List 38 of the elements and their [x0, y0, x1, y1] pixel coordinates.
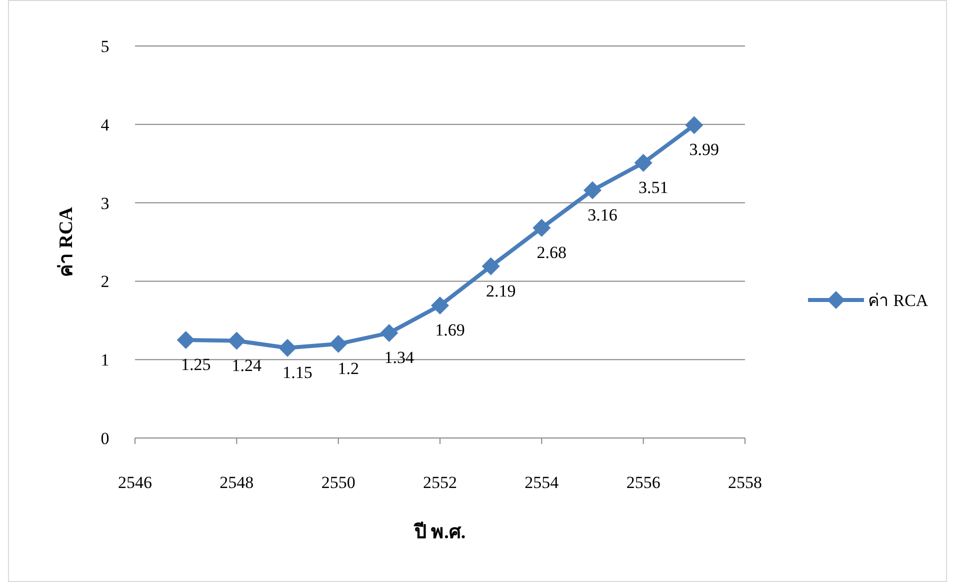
y-tick-label: 5 — [100, 37, 110, 56]
y-tick-label: 1 — [100, 350, 110, 370]
point — [482, 257, 500, 276]
point — [329, 334, 348, 353]
data-label: 1.15 — [282, 362, 312, 382]
data-label: 3.16 — [588, 205, 618, 224]
x-tick-label: 2558 — [728, 473, 762, 492]
x-tick-label: 2556 — [626, 473, 660, 492]
y-tick-label: 3 — [100, 194, 110, 213]
point — [532, 218, 551, 237]
y-tick-label: 0 — [100, 429, 110, 448]
point — [584, 181, 602, 200]
x-axis-title: ปี พ.ศ. — [413, 521, 466, 543]
data-label: 3.51 — [638, 178, 668, 197]
point — [228, 332, 246, 350]
x-tick-label: 2554 — [524, 473, 560, 492]
data-label: 2.68 — [536, 242, 567, 262]
point — [380, 324, 398, 342]
x-tick-label: 2552 — [423, 473, 457, 492]
x-tick-label: 2550 — [321, 473, 356, 492]
y-axis-title: ค่า RCA — [56, 206, 77, 277]
point — [176, 331, 195, 349]
x-tick-label: 2548 — [220, 473, 254, 492]
y-tick-label: 4 — [100, 115, 110, 134]
data-label: 1.34 — [384, 348, 415, 367]
data-label: 2.19 — [486, 281, 516, 300]
point — [278, 338, 296, 357]
data-label: 1.2 — [338, 358, 359, 378]
point — [685, 116, 704, 134]
data-label: 3.99 — [689, 140, 720, 160]
data-label: 1.25 — [180, 355, 211, 374]
x-tick-label: 2546 — [118, 473, 152, 492]
point — [634, 154, 652, 172]
y-tick-label: 2 — [100, 272, 110, 292]
data-label: 1.24 — [232, 356, 262, 375]
point — [431, 296, 449, 315]
data-label: 1.69 — [435, 320, 465, 340]
legend-label: ค่า RCA — [868, 291, 929, 310]
